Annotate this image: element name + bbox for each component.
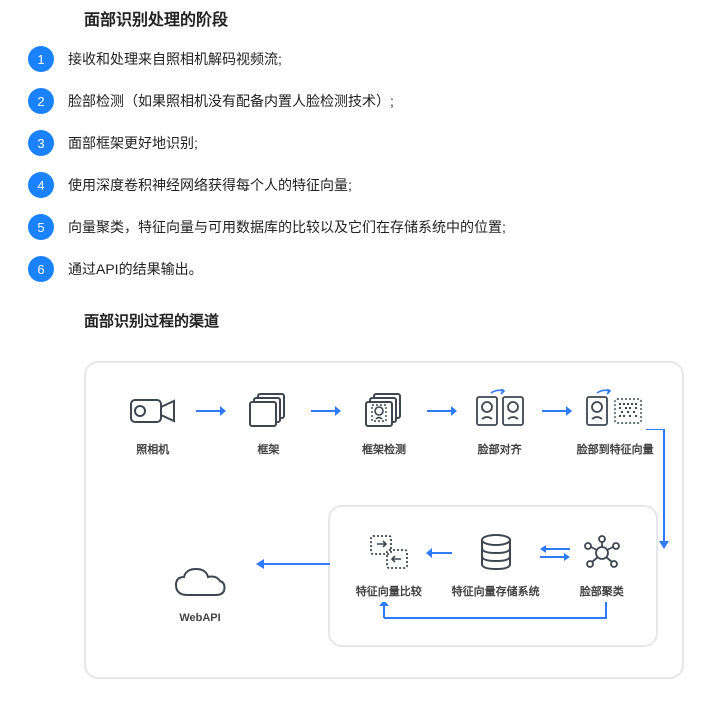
arrow-icon <box>427 389 457 433</box>
stage-text: 接收和处理来自照相机解码视频流; <box>68 49 282 70</box>
database-icon <box>479 531 513 575</box>
stage-text: 通过API的结果输出。 <box>68 259 203 280</box>
detect-icon <box>363 389 405 433</box>
stage-item: 6 通过API的结果输出。 <box>28 256 717 282</box>
node-detect: 框架检测 <box>341 389 427 457</box>
stage-item: 2 脸部检测（如果照相机没有配备内置人脸检测技术）; <box>28 88 717 114</box>
pipeline-top-row: 照相机 框架 <box>110 389 658 457</box>
cloud-icon <box>172 565 228 606</box>
node-align: 脸部对齐 <box>457 389 543 457</box>
stage-item: 1 接收和处理来自照相机解码视频流; <box>28 46 717 72</box>
arrow-left-icon <box>256 557 330 576</box>
stage-item: 5 向量聚类，特征向量与可用数据库的比较以及它们在存储系统中的位置; <box>28 214 717 240</box>
node-cluster: 脸部聚类 <box>570 531 634 599</box>
node-label: 特征向量比较 <box>356 583 422 599</box>
stage-badge: 3 <box>28 130 54 156</box>
tovec-icon <box>585 389 645 433</box>
arrow-left-icon <box>426 531 452 575</box>
stage-badge: 1 <box>28 46 54 72</box>
pipeline-bottom: WebAPI 特征向量比较 <box>110 505 658 647</box>
stage-item: 4 使用深度卷积神经网络获得每个人的特征向量; <box>28 172 717 198</box>
node-label: 照相机 <box>136 441 169 457</box>
stage-badge: 4 <box>28 172 54 198</box>
stage-badge: 6 <box>28 256 54 282</box>
stage-text: 向量聚类，特征向量与可用数据库的比较以及它们在存储系统中的位置; <box>68 217 506 238</box>
node-label: 脸部对齐 <box>478 441 522 457</box>
arrow-icon <box>311 389 341 433</box>
node-webapi: WebAPI <box>172 565 228 624</box>
pipeline-diagram: 照相机 框架 <box>84 361 684 679</box>
align-icon <box>473 389 527 433</box>
node-label: 脸部聚类 <box>580 583 624 599</box>
node-label: 脸部到特征向量 <box>577 441 654 457</box>
cluster-icon <box>582 531 622 575</box>
feedback-arrow-icon <box>376 602 610 631</box>
compare-icon <box>369 531 409 575</box>
inner-processing-box: 特征向量比较 特征向量存储系统 <box>328 505 658 647</box>
node-store: 特征向量存储系统 <box>452 531 540 599</box>
node-label: 框架 <box>257 441 279 457</box>
stage-text: 面部框架更好地识别; <box>68 133 198 154</box>
diagram-heading: 面部识别过程的渠道 <box>84 310 717 331</box>
camera-icon <box>130 389 176 433</box>
node-label: 特征向量存储系统 <box>452 583 540 599</box>
stage-badge: 2 <box>28 88 54 114</box>
node-label: 框架检测 <box>362 441 406 457</box>
stage-text: 脸部检测（如果照相机没有配备内置人脸检测技术）; <box>68 91 394 112</box>
node-camera: 照相机 <box>110 389 196 457</box>
stage-badge: 5 <box>28 214 54 240</box>
node-label: WebAPI <box>179 612 220 624</box>
bidir-arrow-icon <box>540 531 570 575</box>
stage-list: 1 接收和处理来自照相机解码视频流; 2 脸部检测（如果照相机没有配备内置人脸检… <box>28 46 717 282</box>
section-heading: 面部识别处理的阶段 <box>84 6 717 30</box>
stage-text: 使用深度卷积神经网络获得每个人的特征向量; <box>68 175 352 196</box>
node-frames: 框架 <box>226 389 312 457</box>
stage-item: 3 面部框架更好地识别; <box>28 130 717 156</box>
arrow-icon <box>196 389 226 433</box>
node-compare: 特征向量比较 <box>352 531 426 599</box>
arrow-icon <box>542 389 572 433</box>
frames-icon <box>247 389 289 433</box>
